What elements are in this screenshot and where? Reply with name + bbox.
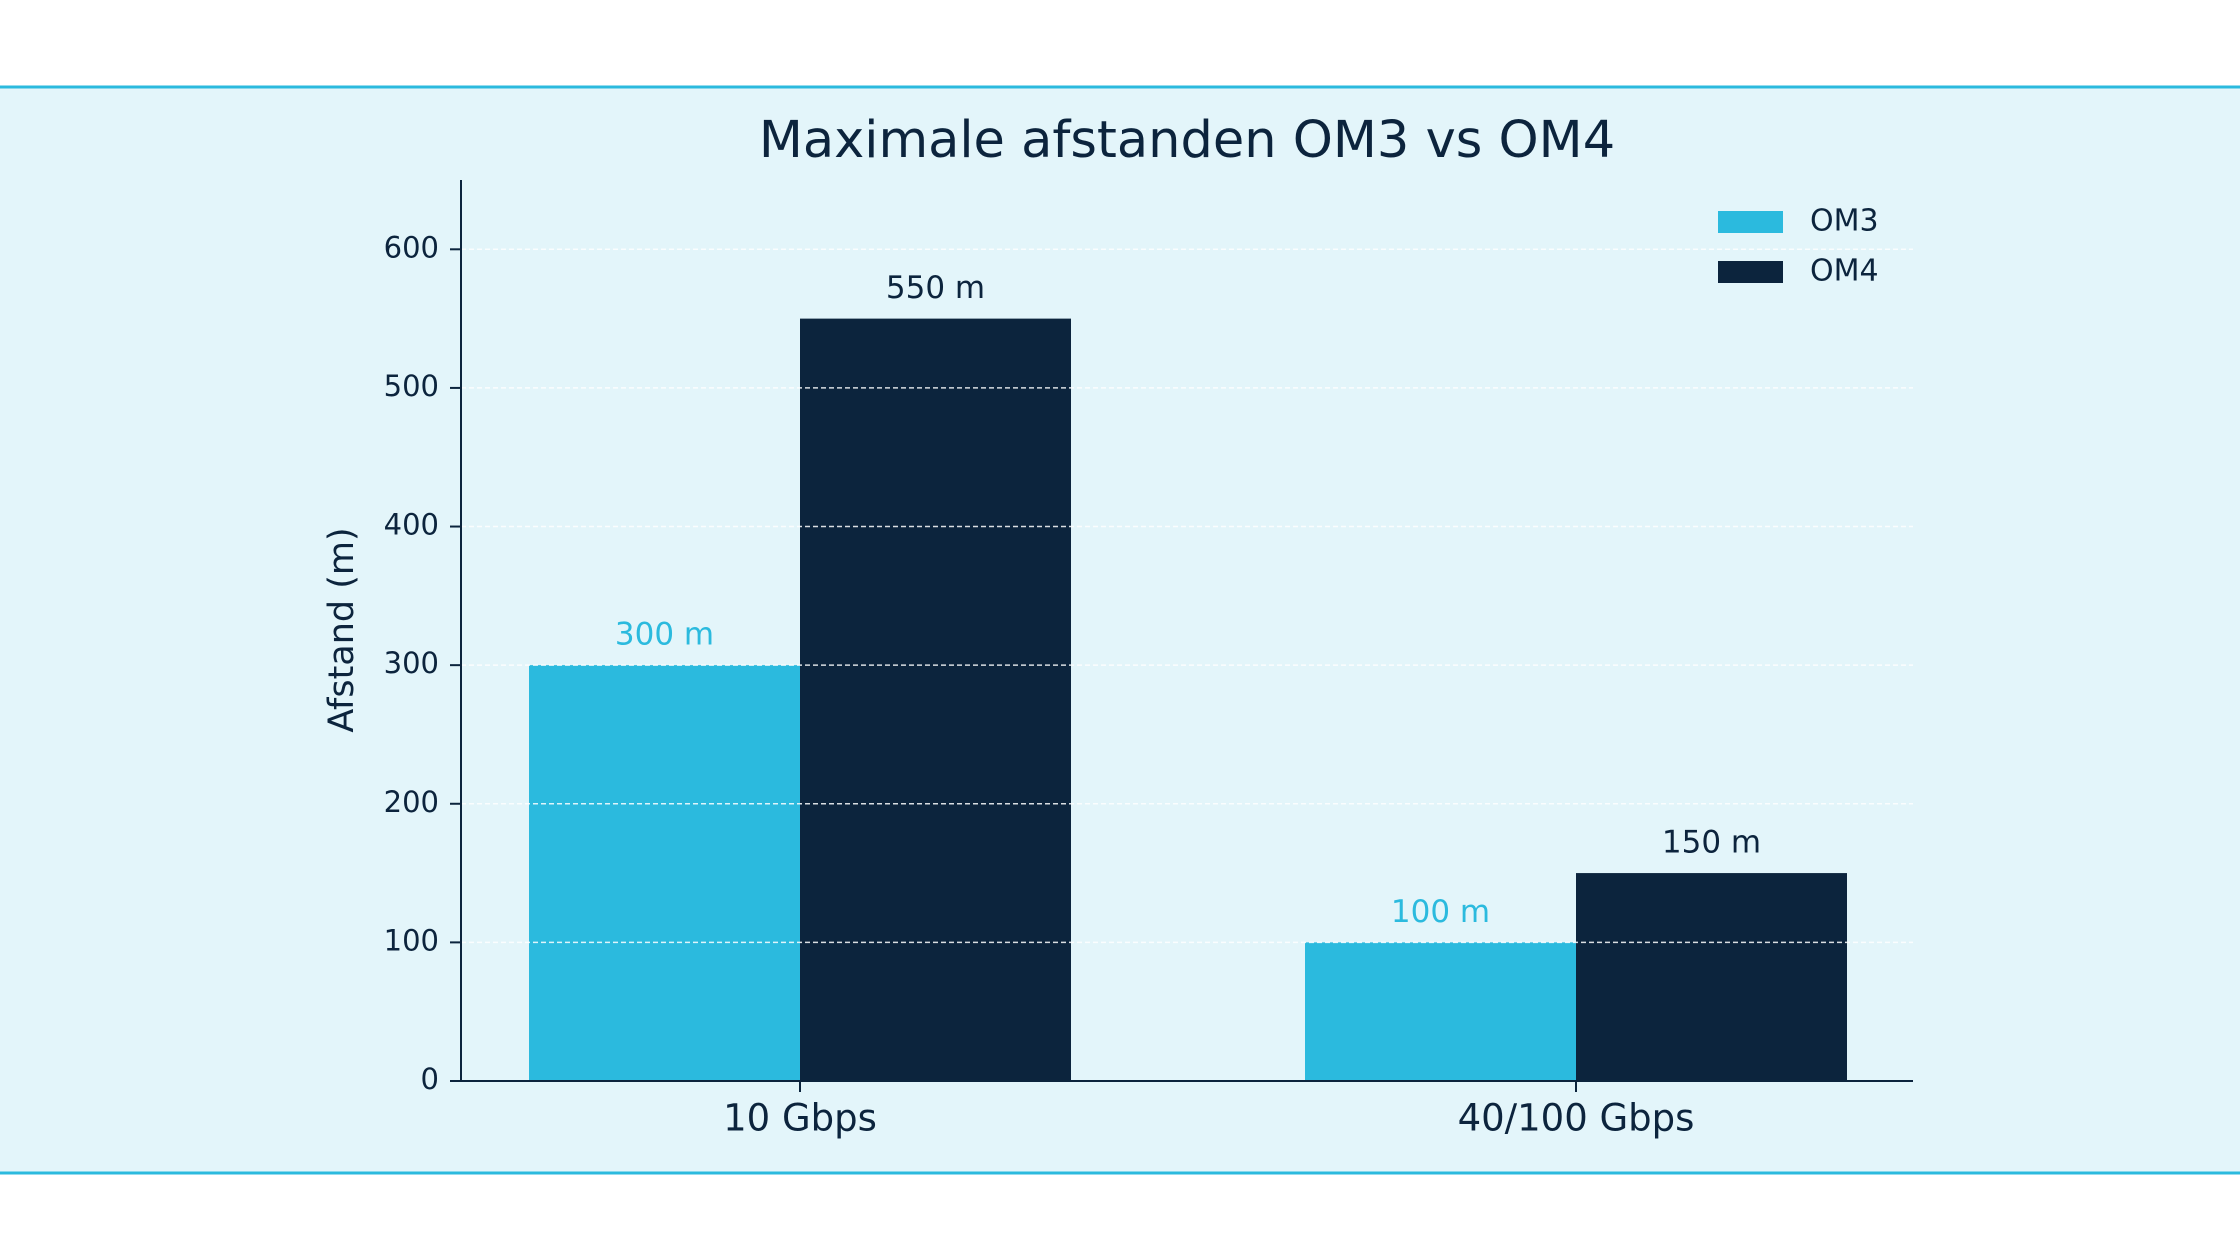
panel (0, 87, 2240, 1173)
y-axis-label: Afstand (m) (322, 527, 362, 732)
y-tick-label: 0 (421, 1062, 439, 1096)
y-tick-label: 100 (384, 923, 439, 957)
y-tick-label: 600 (384, 230, 439, 264)
value-label: 300 m (615, 617, 714, 653)
legend-label: OM4 (1810, 254, 1879, 289)
y-tick-label: 200 (384, 785, 439, 819)
legend-swatch (1718, 261, 1783, 283)
bar (1305, 942, 1576, 1081)
y-tick-label: 300 (384, 646, 439, 680)
chart-title: Maximale afstanden OM3 vs OM4 (759, 111, 1615, 170)
bar (529, 665, 800, 1081)
x-tick-label: 40/100 Gbps (1458, 1097, 1695, 1140)
bar (800, 318, 1071, 1082)
legend-label: OM3 (1810, 204, 1879, 239)
value-label: 150 m (1662, 825, 1761, 861)
bar (1576, 873, 1847, 1081)
value-label: 100 m (1391, 894, 1490, 930)
y-tick-label: 500 (384, 369, 439, 403)
legend-swatch (1718, 211, 1783, 233)
x-tick-label: 10 Gbps (723, 1097, 877, 1140)
value-label: 550 m (886, 270, 985, 306)
y-tick-label: 400 (384, 508, 439, 542)
